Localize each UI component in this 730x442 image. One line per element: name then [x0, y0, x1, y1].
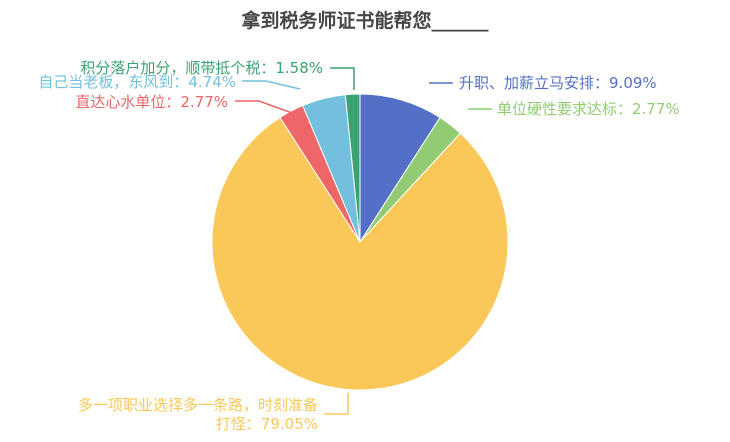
slice-label: 直达心水单位：2.77%: [75, 93, 228, 111]
pie-slice[interactable]: [359, 93, 441, 244]
leader-line: [242, 80, 301, 90]
slice-label: 积分落户加分，顺带抵个税：1.58%: [80, 59, 323, 77]
pie-slices: [211, 93, 509, 391]
slice-label: 自己当老板，东风到：4.74%: [38, 73, 236, 91]
slice-labels: 升职、加薪立马安排：9.09% 单位硬性要求达标：2.77% 多一项职业选择多一条路…: [38, 59, 679, 433]
pie-slice[interactable]: [344, 93, 361, 243]
slice-label: 多一项职业选择多一条路，时刻准备打怪：79.05%: [78, 396, 318, 433]
leader-line: [330, 67, 355, 90]
leader-line: [324, 393, 349, 415]
slice-label: 单位硬性要求达标：2.77%: [497, 100, 680, 118]
slice-label: 升职、加薪立马安排：9.09%: [459, 74, 657, 92]
leader-line: [235, 100, 293, 114]
label-leader-lines: [235, 67, 492, 415]
pie-slice[interactable]: [211, 116, 509, 391]
chart-title: 拿到税务师证书能帮您______: [240, 9, 489, 32]
